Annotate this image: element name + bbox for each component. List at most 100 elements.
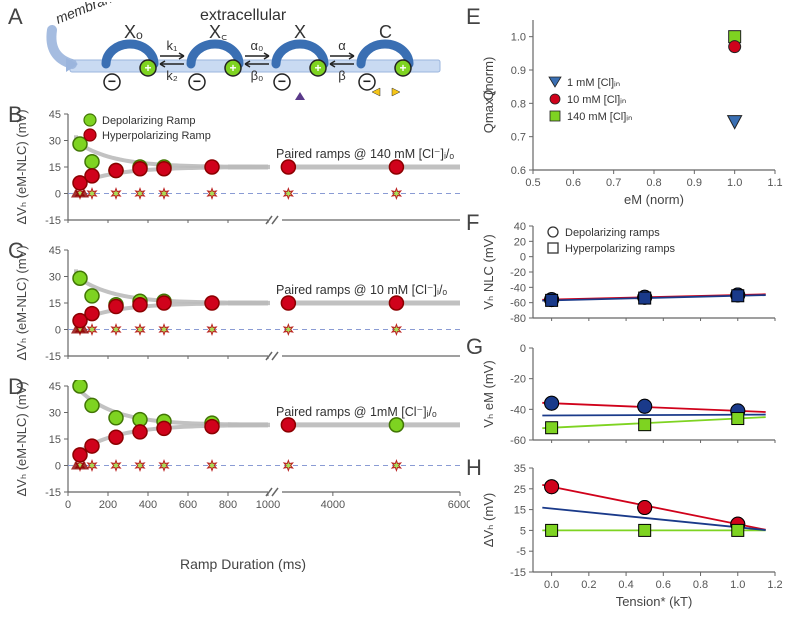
svg-text:k₂: k₂ <box>166 68 178 83</box>
svg-text:0.8: 0.8 <box>693 579 708 591</box>
svg-text:0.5: 0.5 <box>525 177 540 189</box>
svg-text:−: − <box>363 73 371 89</box>
svg-text:+: + <box>399 61 406 75</box>
svg-text:0.6: 0.6 <box>656 579 671 591</box>
svg-text:0.8: 0.8 <box>511 98 526 110</box>
svg-text:1000: 1000 <box>256 499 280 511</box>
svg-text:15: 15 <box>514 505 526 517</box>
panel-g-chart: -60-40-200Vₕ eM (mV) <box>475 340 793 460</box>
svg-text:0: 0 <box>55 325 61 337</box>
svg-text:-15: -15 <box>45 487 61 499</box>
svg-text:+: + <box>229 61 236 75</box>
svg-text:-40: -40 <box>510 404 526 416</box>
svg-text:0: 0 <box>65 499 71 511</box>
svg-text:800: 800 <box>219 499 237 511</box>
svg-text:200: 200 <box>99 499 117 511</box>
panel-c-chart: -15 0 15 30 45 ΔVₕ (eM-NLC) (mV) Paired ramps … <box>10 244 470 380</box>
svg-text:0.9: 0.9 <box>687 177 702 189</box>
panel-d-chart: -15 0 15 30 45 0 200 400 600 800 1000 4000 6000 ΔVₕ (… <box>10 380 470 550</box>
svg-text:−: − <box>278 73 286 89</box>
svg-text:0: 0 <box>55 461 61 473</box>
svg-text:0.6: 0.6 <box>566 177 581 189</box>
svg-text:-20: -20 <box>510 374 526 386</box>
svg-text:1.0: 1.0 <box>511 32 526 44</box>
svg-text:Paired ramps @ 140 mM [Cl⁻]ᵢ/ₒ: Paired ramps @ 140 mM [Cl⁻]ᵢ/ₒ <box>276 147 454 161</box>
svg-text:0.6: 0.6 <box>511 165 526 177</box>
svg-text:Qmax (norm): Qmax (norm) <box>481 57 496 134</box>
svg-text:0.7: 0.7 <box>606 177 621 189</box>
panel-e-chart: 0.60.70.80.91.00.50.60.70.80.91.01.1QQma… <box>475 10 793 215</box>
svg-text:1.1: 1.1 <box>767 177 782 189</box>
svg-text:X: X <box>294 22 306 42</box>
svg-text:0.9: 0.9 <box>511 65 526 77</box>
svg-text:-80: -80 <box>510 313 526 325</box>
svg-text:0: 0 <box>520 343 526 355</box>
panel-label-a: A <box>8 4 23 30</box>
svg-text:-15: -15 <box>45 215 61 227</box>
svg-text:-15: -15 <box>510 567 526 579</box>
svg-text:45: 45 <box>49 245 61 257</box>
svg-text:45: 45 <box>49 109 61 121</box>
svg-text:eM (norm): eM (norm) <box>624 192 684 207</box>
svg-text:-60: -60 <box>510 298 526 310</box>
svg-text:C: C <box>379 22 392 42</box>
svg-text:+: + <box>314 61 321 75</box>
svg-text:15: 15 <box>49 434 61 446</box>
ramp-duration-label: Ramp Duration (ms) <box>180 556 306 572</box>
svg-text:0.2: 0.2 <box>581 579 596 591</box>
svg-text:1.0: 1.0 <box>730 579 745 591</box>
svg-text:Tension* (kT): Tension* (kT) <box>616 594 693 609</box>
svg-text:α₀: α₀ <box>251 38 264 53</box>
svg-text:membrane: membrane <box>53 2 121 27</box>
svg-text:600: 600 <box>179 499 197 511</box>
svg-text:+: + <box>144 61 151 75</box>
svg-text:15: 15 <box>49 162 61 174</box>
svg-text:-5: -5 <box>516 546 526 558</box>
svg-text:0: 0 <box>520 252 526 264</box>
svg-text:400: 400 <box>139 499 157 511</box>
svg-text:-40: -40 <box>510 282 526 294</box>
svg-text:30: 30 <box>49 408 61 420</box>
svg-text:45: 45 <box>49 381 61 393</box>
svg-text:20: 20 <box>514 236 526 248</box>
svg-text:15: 15 <box>49 298 61 310</box>
svg-text:β: β <box>338 68 345 83</box>
panel-f-chart: -80 -60 -40 -20 0 20 40 Vₕ NLC (mV) Depolarizing… <box>475 218 793 338</box>
svg-text:Depolarizing ramps: Depolarizing ramps <box>565 227 660 239</box>
svg-text:α: α <box>338 38 346 53</box>
svg-text:6000: 6000 <box>448 499 470 511</box>
svg-text:30: 30 <box>49 136 61 148</box>
svg-text:35: 35 <box>514 463 526 475</box>
panel-a-schematic: membraneextracellularXₒ+−X꜀+−X+−C+−k₁k₂α… <box>40 2 470 102</box>
svg-text:4000: 4000 <box>321 499 345 511</box>
svg-text:Xₒ: Xₒ <box>124 22 143 42</box>
svg-text:X꜀: X꜀ <box>209 22 227 42</box>
svg-text:10 mM [Cl]ᵢₙ: 10 mM [Cl]ᵢₙ <box>567 94 626 106</box>
figure-root: A B C D E F G H membraneextracellularXₒ+… <box>0 0 793 627</box>
svg-text:ΔVₕ (eM-NLC) (mV): ΔVₕ (eM-NLC) (mV) <box>14 381 29 496</box>
svg-text:1 mM [Cl]ᵢₙ: 1 mM [Cl]ᵢₙ <box>567 77 620 89</box>
svg-text:-20: -20 <box>510 267 526 279</box>
svg-text:0.7: 0.7 <box>511 132 526 144</box>
svg-text:1.0: 1.0 <box>727 177 742 189</box>
svg-text:Hyperpolarizing ramps: Hyperpolarizing ramps <box>565 243 676 255</box>
svg-text:−: − <box>193 73 201 89</box>
svg-text:-15: -15 <box>45 351 61 363</box>
svg-text:0.8: 0.8 <box>646 177 661 189</box>
svg-text:0.4: 0.4 <box>618 579 633 591</box>
svg-text:30: 30 <box>49 272 61 284</box>
svg-text:140 mM [Cl]ᵢₙ: 140 mM [Cl]ᵢₙ <box>567 111 632 123</box>
svg-text:Vₕ NLC (mV): Vₕ NLC (mV) <box>481 234 496 309</box>
svg-text:ΔVₕ (eM-NLC) (mV): ΔVₕ (eM-NLC) (mV) <box>14 109 29 224</box>
svg-text:Paired ramps @ 1mM [Cl⁻]ᵢ/ₒ: Paired ramps @ 1mM [Cl⁻]ᵢ/ₒ <box>276 405 437 419</box>
svg-text:Hyperpolarizing Ramp: Hyperpolarizing Ramp <box>102 130 211 142</box>
svg-text:0: 0 <box>55 189 61 201</box>
panel-b-chart: -15 0 15 30 45 ΔVₕ (eM-NLC) (mV) Paired ramps … <box>10 108 470 244</box>
svg-text:k₁: k₁ <box>167 38 179 53</box>
svg-text:-60: -60 <box>510 435 526 447</box>
svg-text:ΔVₕ (eM-NLC) (mV): ΔVₕ (eM-NLC) (mV) <box>14 245 29 360</box>
svg-text:Paired ramps @ 10 mM [Cl⁻]ᵢ/ₒ: Paired ramps @ 10 mM [Cl⁻]ᵢ/ₒ <box>276 283 447 297</box>
svg-text:40: 40 <box>514 221 526 233</box>
svg-text:Depolarizing Ramp: Depolarizing Ramp <box>102 115 196 127</box>
svg-text:β₀: β₀ <box>251 68 264 83</box>
